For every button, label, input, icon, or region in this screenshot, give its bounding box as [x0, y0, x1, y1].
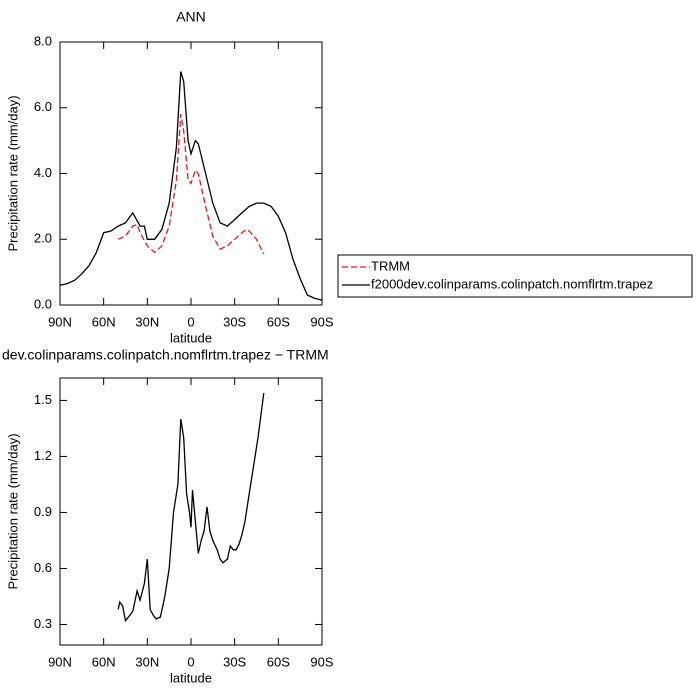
y-tick-label: 0.0	[34, 296, 52, 311]
chart-title: ANN	[176, 9, 206, 25]
x-tick-label: 90S	[310, 654, 333, 669]
x-tick-label: 60N	[92, 314, 116, 329]
y-tick-label: 1.5	[34, 392, 52, 407]
x-tick-label: 30N	[135, 314, 159, 329]
y-tick-label: 2.0	[34, 231, 52, 246]
y-axis-label: Precipitation rate (mm/day)	[5, 433, 20, 589]
x-tick-label: 60S	[267, 654, 290, 669]
y-tick-label: 8.0	[34, 33, 52, 48]
x-tick-label: 30S	[223, 654, 246, 669]
y-tick-label: 0.3	[34, 616, 52, 631]
x-tick-label: 0	[187, 654, 194, 669]
x-tick-label: 0	[187, 314, 194, 329]
series-line	[117, 114, 265, 255]
y-tick-label: 4.0	[34, 165, 52, 180]
y-tick-label: 6.0	[34, 99, 52, 114]
y-tick-label: 0.6	[34, 560, 52, 575]
legend-label: f2000dev.colinparams.colinpatch.nomflrtm…	[371, 276, 653, 291]
y-tick-label: 1.2	[34, 448, 52, 463]
legend-label: TRMM	[371, 258, 410, 273]
chart-title: dev.colinparams.colinpatch.nomflrtm.trap…	[2, 347, 329, 363]
x-axis-label: latitude	[170, 330, 212, 345]
series-line	[117, 392, 265, 623]
x-tick-label: 90S	[310, 314, 333, 329]
x-tick-label: 60N	[92, 654, 116, 669]
x-tick-label: 90N	[48, 654, 72, 669]
x-tick-label: 90N	[48, 314, 72, 329]
x-tick-label: 30S	[223, 314, 246, 329]
x-tick-label: 30N	[135, 654, 159, 669]
x-axis-label: latitude	[170, 670, 212, 685]
legend-box	[337, 254, 693, 298]
legend: f2000dev.colinparams.colinpatch.nomflrtm…	[337, 254, 693, 298]
series-line	[59, 71, 323, 301]
y-axis-label: Precipitation rate (mm/day)	[5, 95, 20, 251]
y-tick-label: 0.9	[34, 504, 52, 519]
x-tick-label: 60S	[267, 314, 290, 329]
plot-frame	[59, 41, 323, 306]
